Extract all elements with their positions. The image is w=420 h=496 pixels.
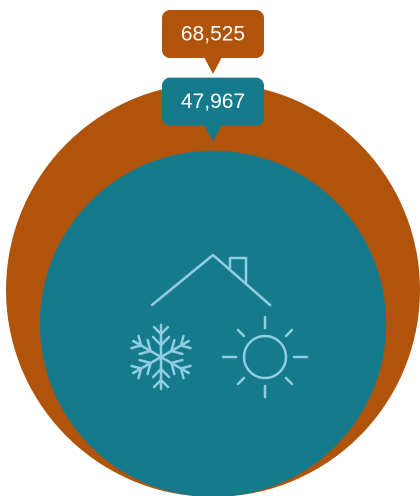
circles: [6, 83, 420, 496]
snowflake: [128, 323, 194, 391]
bubble: [39, 150, 387, 496]
sun: [221, 315, 309, 399]
house-roof: [150, 253, 272, 307]
label-pointer: [204, 57, 222, 74]
climate-icon: [128, 253, 309, 399]
value-label: 68,525: [181, 23, 245, 46]
label-pointer: [204, 124, 222, 142]
label-box: [162, 10, 264, 58]
label-box: [162, 77, 264, 126]
value-label: 47,967: [181, 90, 245, 113]
chimney: [228, 256, 248, 284]
labels: 68,525 47,967: [162, 10, 264, 142]
